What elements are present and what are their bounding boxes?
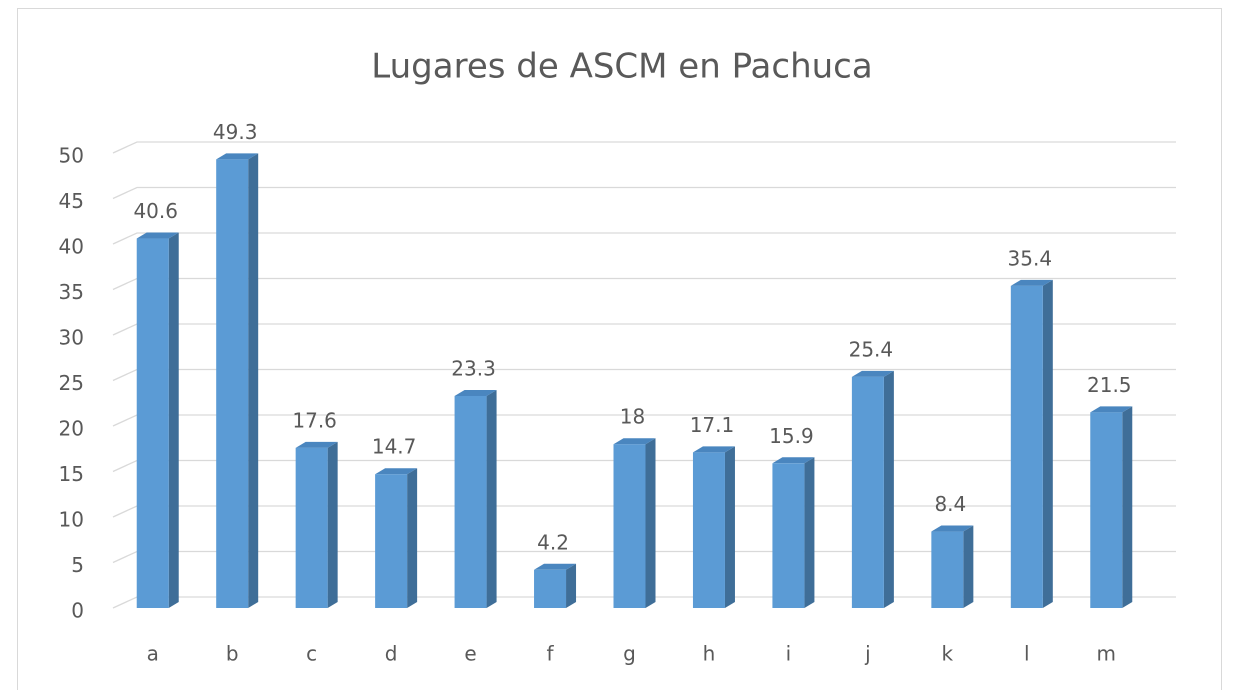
- bar: [1090, 406, 1133, 608]
- value-label: 21.5: [1087, 373, 1132, 397]
- bar-side: [724, 446, 735, 608]
- bar: [295, 441, 338, 608]
- bar: [931, 525, 974, 608]
- x-tick-label: d: [385, 642, 398, 666]
- bar-top: [851, 370, 894, 377]
- bar-top: [772, 457, 815, 464]
- bar-side: [645, 438, 656, 608]
- chart-title: Lugares de ASCM en Pachuca: [371, 47, 872, 87]
- value-label: 40.6: [133, 199, 178, 223]
- bar-side: [963, 525, 974, 608]
- bar-side: [486, 389, 497, 608]
- value-label: 35.4: [1008, 246, 1053, 270]
- x-tick-label: m: [1097, 642, 1116, 666]
- bar-front: [692, 452, 725, 608]
- bar-top: [136, 232, 179, 239]
- x-tick-label: e: [464, 642, 476, 666]
- bar-side: [248, 153, 259, 608]
- x-tick-label: b: [226, 642, 239, 666]
- bar-front: [534, 569, 567, 608]
- bar: [1010, 279, 1053, 608]
- bar: [216, 153, 259, 608]
- bar: [534, 563, 577, 608]
- bar-top: [454, 389, 497, 396]
- bar: [375, 468, 418, 608]
- bar-top: [692, 446, 735, 453]
- x-tick-label: h: [703, 642, 716, 666]
- y-tick-label: 5: [71, 553, 84, 577]
- bar-front: [295, 447, 328, 608]
- bar: [454, 389, 497, 608]
- value-label: 14.7: [372, 435, 417, 459]
- bar-top: [1010, 279, 1053, 286]
- value-label: 8.4: [934, 492, 966, 516]
- bar-front: [851, 376, 884, 608]
- bar: [772, 457, 815, 608]
- y-tick-label: 30: [59, 326, 84, 350]
- bar-top: [931, 525, 974, 532]
- y-tick-label: 0: [71, 599, 84, 623]
- bar-top: [375, 468, 418, 475]
- bar-side: [327, 441, 338, 608]
- bar-side: [1122, 406, 1133, 608]
- value-label: 18: [620, 405, 645, 429]
- bar-side: [883, 370, 894, 608]
- bar-side: [1042, 279, 1053, 608]
- y-tick-label: 25: [59, 371, 84, 395]
- bar: [136, 232, 179, 609]
- y-tick-label: 20: [59, 417, 84, 441]
- bar: [613, 438, 656, 608]
- x-tick-label: c: [306, 642, 317, 666]
- bar-front: [772, 463, 805, 608]
- bar-top: [216, 153, 259, 160]
- bar-side: [804, 457, 815, 608]
- bar-side: [168, 232, 179, 609]
- x-tick-label: l: [1024, 642, 1030, 666]
- y-tick-label: 15: [59, 462, 84, 486]
- bar-front: [1090, 412, 1123, 608]
- bar-side: [566, 563, 577, 608]
- y-tick-label: 10: [59, 508, 84, 532]
- bar-front: [136, 238, 169, 609]
- x-tick-label: a: [147, 642, 159, 666]
- value-label: 4.2: [537, 530, 569, 554]
- value-label: 23.3: [451, 356, 496, 380]
- bar-front: [613, 444, 646, 608]
- grid-line: [112, 141, 1176, 154]
- y-tick-label: 40: [59, 235, 84, 259]
- bar-top: [534, 563, 577, 570]
- value-label: 49.3: [213, 120, 258, 144]
- x-tick-label: k: [942, 642, 954, 666]
- y-tick-label: 50: [59, 144, 84, 168]
- x-tick-label: f: [547, 642, 555, 666]
- bar: [692, 446, 735, 608]
- bar-front: [454, 395, 487, 608]
- bar-front: [216, 159, 249, 608]
- value-label: 15.9: [769, 424, 814, 448]
- bar-top: [1090, 406, 1133, 413]
- bar-side: [407, 468, 418, 608]
- x-tick-label: j: [864, 642, 871, 666]
- value-label: 25.4: [849, 337, 894, 361]
- bar: [851, 370, 894, 608]
- bar-front: [375, 474, 408, 608]
- value-label: 17.6: [292, 408, 337, 432]
- bar-top: [613, 438, 656, 445]
- grid-line: [112, 186, 1176, 200]
- y-tick-label: 45: [59, 189, 84, 213]
- bar-top: [295, 441, 338, 448]
- x-tick-label: g: [623, 642, 636, 666]
- bar-front: [1010, 285, 1043, 608]
- grid-line: [112, 232, 1176, 245]
- value-label: 17.1: [690, 413, 735, 437]
- x-tick-label: i: [786, 642, 792, 666]
- bar-front: [931, 531, 964, 608]
- y-tick-label: 35: [59, 280, 84, 304]
